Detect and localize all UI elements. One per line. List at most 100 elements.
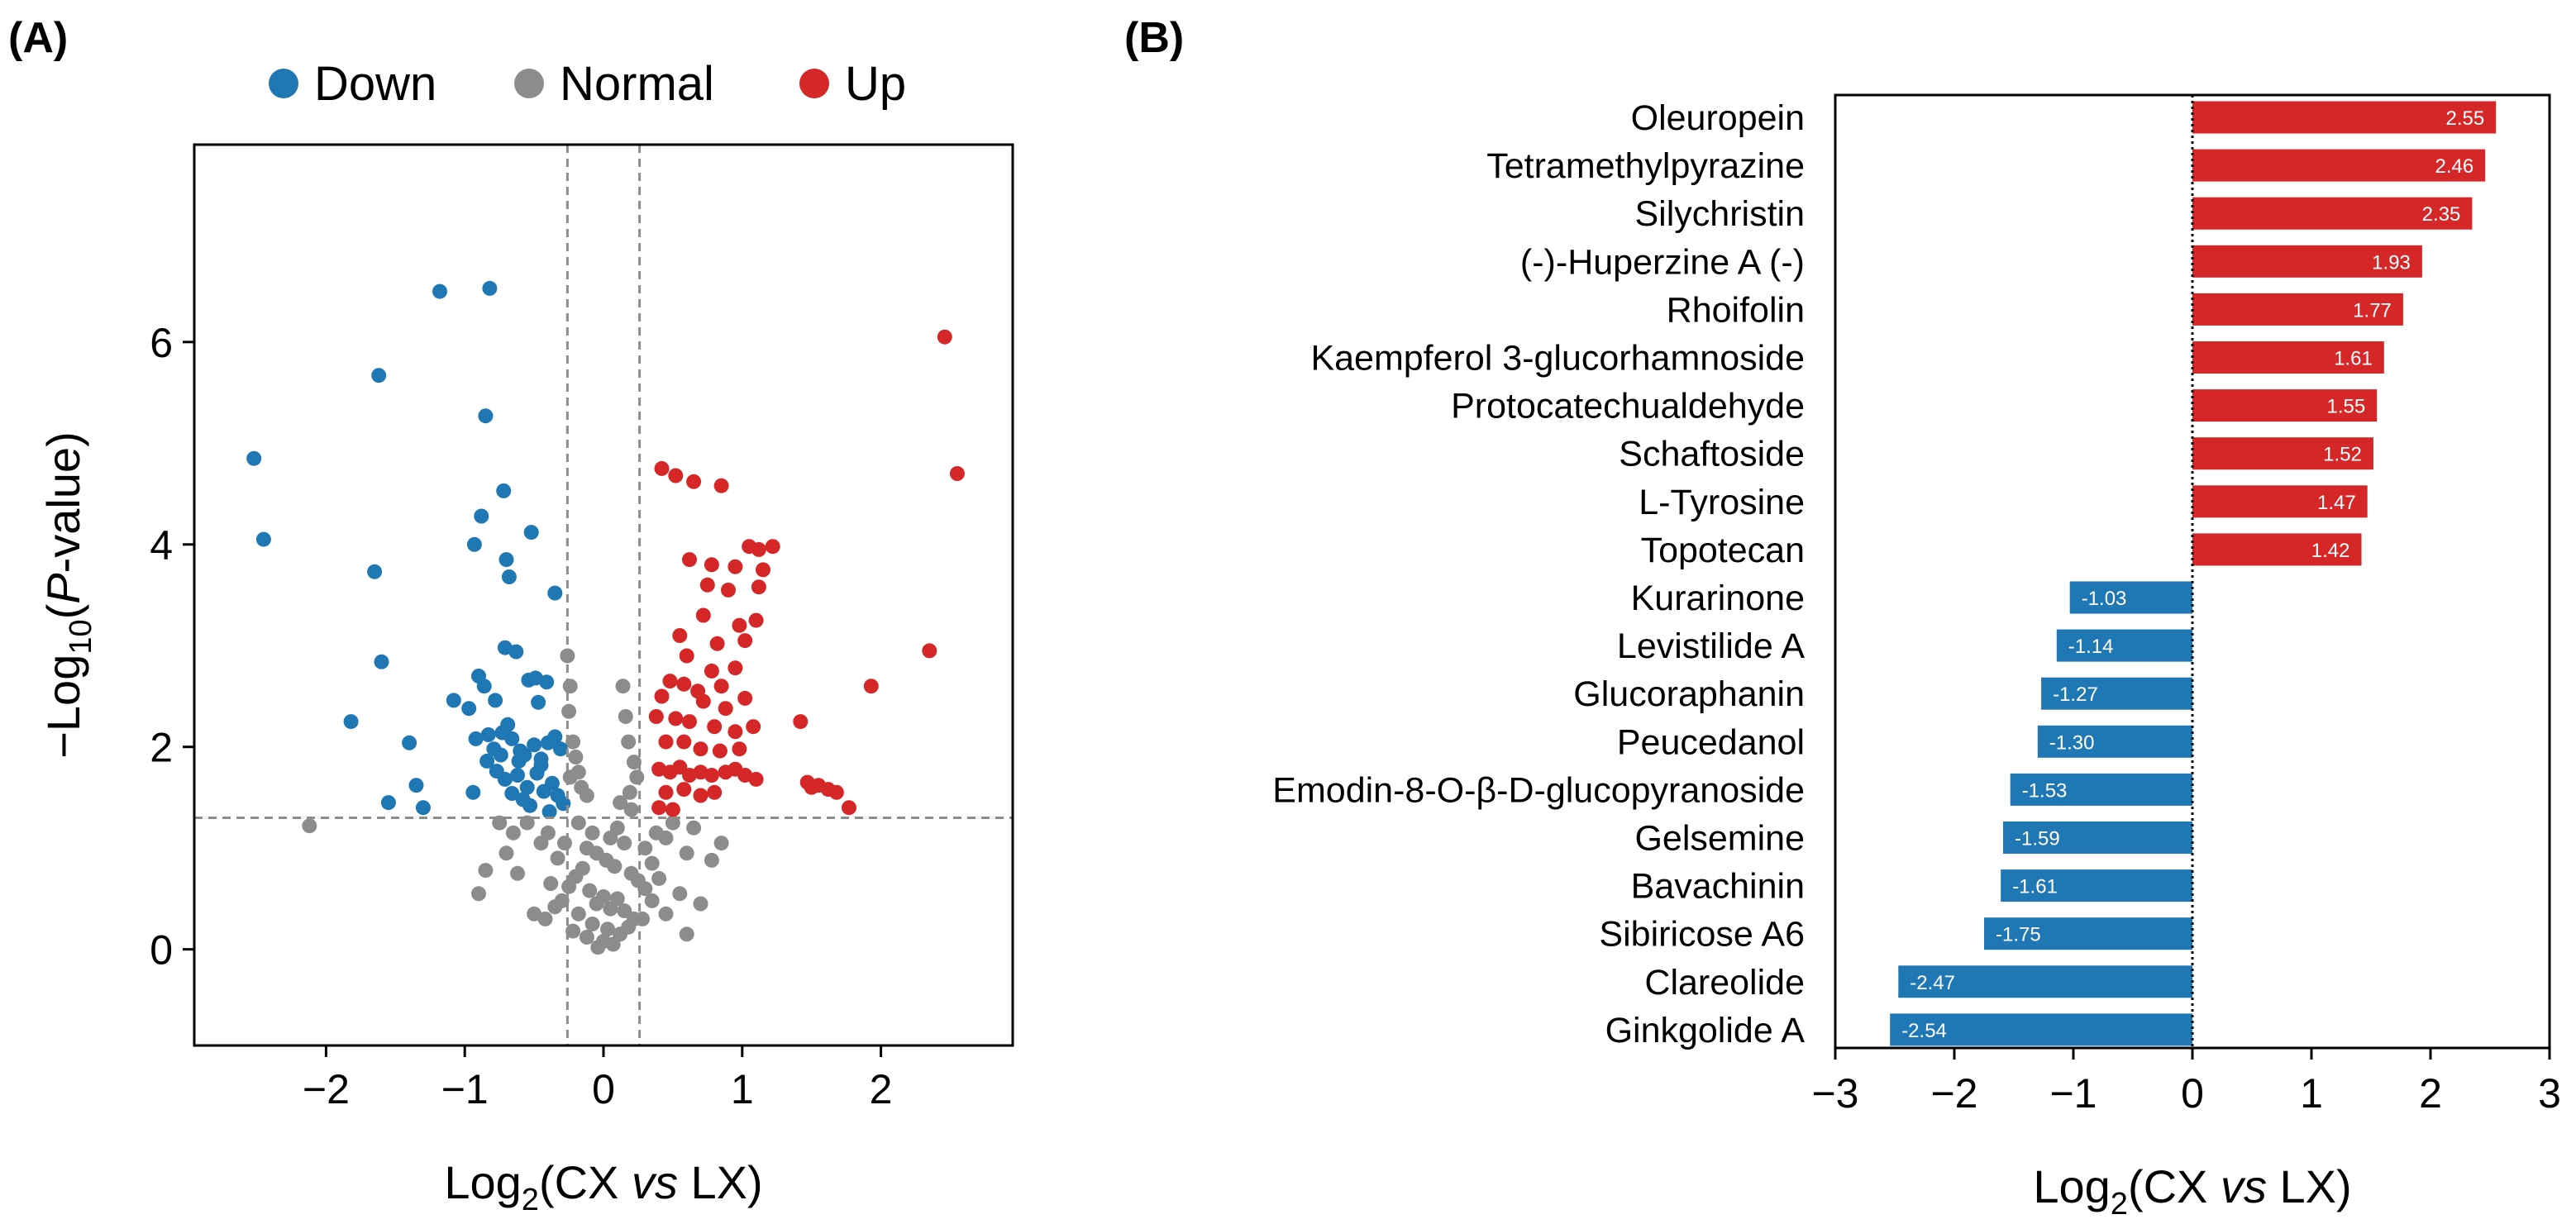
scatter-point-normal bbox=[637, 881, 653, 897]
scatter-point-up bbox=[658, 734, 674, 750]
scatter-point-up bbox=[727, 724, 743, 740]
scatter-point-up bbox=[713, 478, 729, 493]
y-tick-label: 6 bbox=[150, 320, 173, 366]
scatter-point-normal bbox=[519, 815, 535, 831]
scatter-point-up bbox=[699, 577, 715, 593]
y-tick-label: 4 bbox=[150, 522, 173, 569]
x-tick-label: 2 bbox=[870, 1066, 893, 1112]
scatter-point-down bbox=[415, 800, 431, 816]
scatter-point-down bbox=[511, 753, 527, 769]
y-axis-label: −Log10(P-value) bbox=[37, 431, 98, 759]
scatter-point-up bbox=[693, 741, 708, 757]
scatter-point-normal bbox=[623, 802, 639, 817]
bar bbox=[2003, 822, 2192, 854]
scatter-point-normal bbox=[478, 863, 494, 879]
legend-marker-down bbox=[269, 69, 298, 98]
scatter-point-up bbox=[842, 800, 856, 816]
scatter-point-down bbox=[466, 536, 482, 552]
bar-value-label: -1.27 bbox=[2053, 683, 2098, 706]
scatter-point-normal bbox=[589, 896, 604, 912]
scatter-point-up bbox=[748, 612, 764, 628]
scatter-point-normal bbox=[704, 852, 719, 868]
x-tick-label-b: 3 bbox=[2538, 1070, 2561, 1117]
x-tick-label: −1 bbox=[441, 1066, 489, 1112]
category-label: Rhoifolin bbox=[1667, 290, 1805, 330]
scatter-point-normal bbox=[648, 825, 664, 841]
scatter-point-normal bbox=[562, 679, 578, 694]
x-tick-label: 1 bbox=[731, 1066, 754, 1112]
scatter-point-down bbox=[461, 701, 477, 717]
scatter-point-down bbox=[493, 747, 508, 763]
scatter-points bbox=[246, 280, 965, 955]
scatter-point-normal bbox=[561, 703, 577, 719]
scatter-point-up bbox=[863, 679, 879, 694]
scatter-point-normal bbox=[570, 815, 586, 831]
x-axis-label-b: Log2(CX vs LX) bbox=[2033, 1160, 2351, 1222]
scatter-point-down bbox=[446, 693, 461, 708]
x-tick-label: 0 bbox=[592, 1066, 615, 1112]
scatter-point-down bbox=[533, 757, 549, 773]
scatter-point-up bbox=[721, 582, 736, 598]
scatter-point-normal bbox=[582, 883, 598, 898]
scatter-point-normal bbox=[579, 788, 594, 803]
x-tick-label-b: −3 bbox=[1811, 1070, 1858, 1117]
scatter-point-up bbox=[682, 552, 697, 568]
scatter-point-up bbox=[727, 559, 743, 574]
scatter-point-normal bbox=[527, 906, 542, 922]
scatter-point-normal bbox=[651, 870, 667, 886]
scatter-point-up bbox=[732, 617, 747, 633]
category-label: Levistilide A bbox=[1617, 626, 1805, 666]
scatter-point-down bbox=[547, 729, 563, 745]
panel-b-label: (B) bbox=[1124, 14, 1184, 62]
bar-value-label: 2.46 bbox=[2435, 155, 2473, 178]
scatter-point-up bbox=[751, 579, 766, 595]
scatter-point-down bbox=[367, 564, 383, 579]
scatter-point-normal bbox=[679, 845, 694, 861]
scatter-point-down bbox=[371, 368, 387, 383]
scatter-point-normal bbox=[600, 922, 615, 937]
bars bbox=[1890, 101, 2497, 1046]
y-tick-label: 0 bbox=[150, 927, 173, 974]
x-tick-label-b: 1 bbox=[2300, 1070, 2323, 1117]
scatter-point-down bbox=[478, 408, 494, 424]
scatter-point-up bbox=[748, 771, 764, 787]
scatter-point-down bbox=[523, 525, 539, 541]
bar bbox=[2069, 581, 2192, 614]
scatter-point-up bbox=[937, 329, 952, 345]
bar bbox=[2192, 389, 2378, 422]
category-label: Silychristin bbox=[1635, 194, 1806, 234]
x-axis-ticks-b: −3 −2 −1 0 1 2 3 bbox=[1811, 1048, 2561, 1117]
scatter-point-down bbox=[480, 727, 496, 742]
scatter-point-down bbox=[500, 717, 516, 732]
scatter-point-up bbox=[828, 784, 844, 800]
bar bbox=[2041, 677, 2192, 710]
bar-value-label: 1.52 bbox=[2323, 444, 2362, 466]
scatter-point-up bbox=[751, 541, 766, 557]
scatter-point-normal bbox=[579, 930, 594, 945]
x-tick-label-b: 2 bbox=[2419, 1070, 2442, 1117]
bar bbox=[1984, 917, 2192, 950]
scatter-point-up bbox=[668, 468, 684, 483]
category-label: Topotecan bbox=[1641, 531, 1805, 570]
scatter-point-down bbox=[255, 531, 271, 547]
scatter-point-down bbox=[408, 778, 424, 793]
scatter-point-up bbox=[949, 466, 965, 481]
scatter-point-up bbox=[737, 690, 753, 706]
bar-value-label: -1.14 bbox=[2068, 636, 2114, 658]
scatter-point-down bbox=[519, 779, 535, 795]
scatter-point-up bbox=[651, 800, 667, 816]
scatter-point-normal bbox=[510, 865, 525, 881]
bar-value-label: 1.61 bbox=[2334, 348, 2373, 370]
scatter-point-up bbox=[676, 734, 692, 750]
scatter-point-normal bbox=[562, 769, 578, 785]
scatter-point-up bbox=[707, 784, 723, 800]
scatter-point-down bbox=[343, 714, 359, 730]
scatter-point-normal bbox=[568, 750, 584, 764]
scatter-point-normal bbox=[554, 893, 570, 908]
scatter-point-up bbox=[676, 782, 692, 798]
category-label: Bavachinin bbox=[1631, 867, 1805, 907]
scatter-point-up bbox=[704, 557, 719, 573]
scatter-point-down bbox=[479, 753, 495, 769]
scatter-point-up bbox=[654, 460, 670, 476]
category-label: Clareolide bbox=[1644, 963, 1805, 1003]
